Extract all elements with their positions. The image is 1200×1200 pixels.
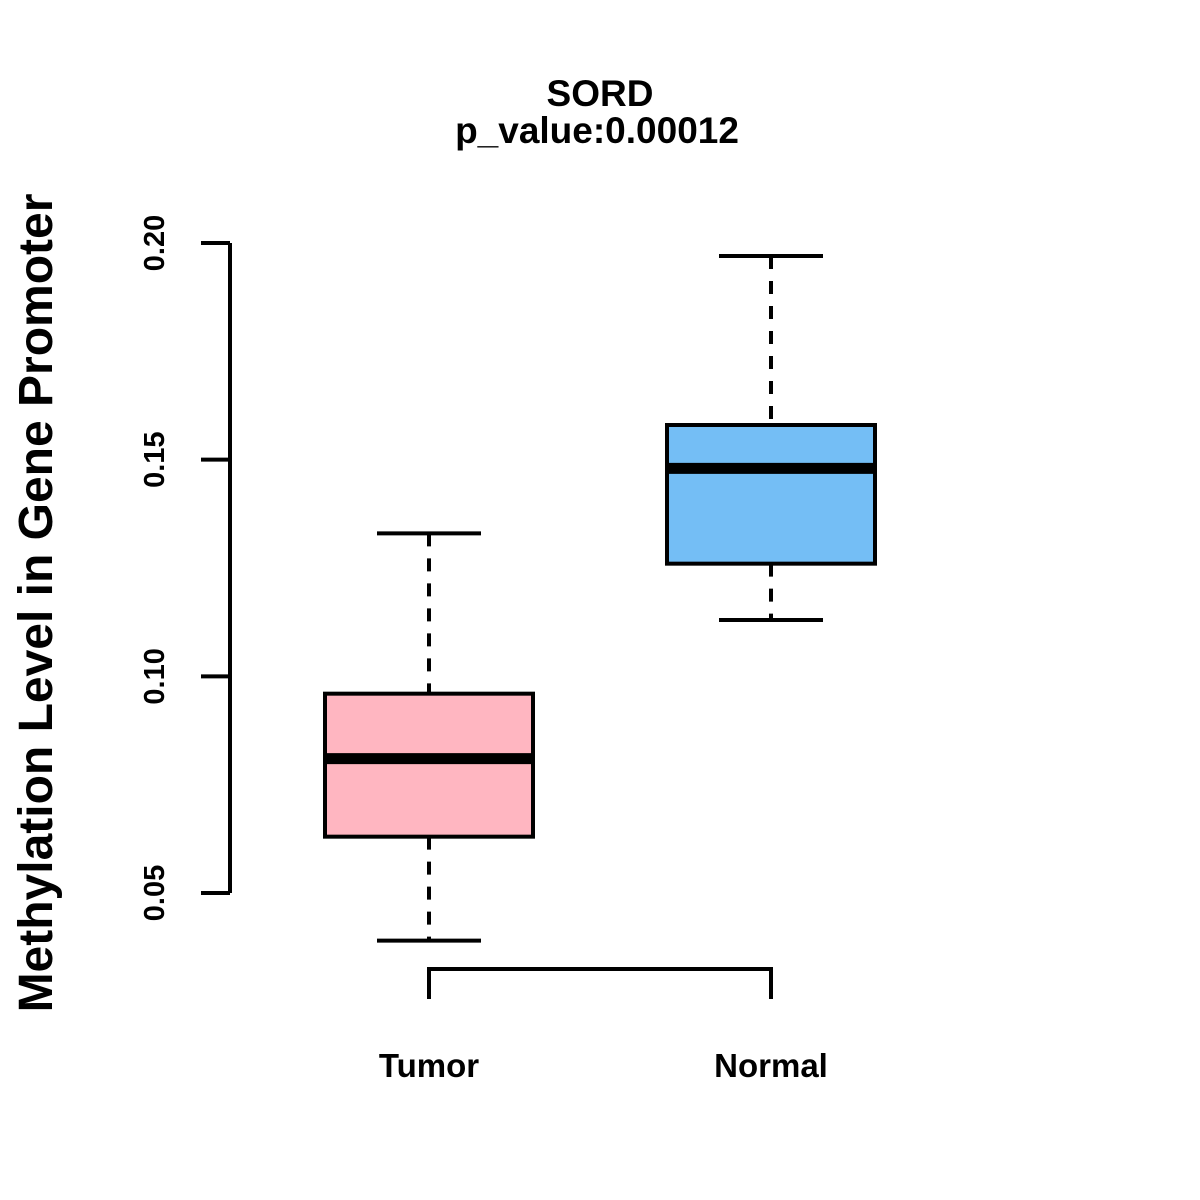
box-normal — [665, 423, 877, 566]
y-axis-label: Methylation Level in Gene Promoter — [10, 194, 63, 1013]
chart-subtitle: p_value:0.00012 — [455, 110, 739, 151]
y-tick-label: 0.15 — [139, 431, 171, 487]
x-tick-label-tumor: Tumor — [379, 1047, 479, 1084]
y-tick-label: 0.05 — [139, 865, 171, 921]
box-tumor — [323, 691, 535, 839]
chart-title: SORD — [547, 73, 654, 114]
x-tick-label-normal: Normal — [714, 1047, 828, 1084]
y-tick-label: 0.10 — [139, 648, 171, 704]
y-tick-label: 0.20 — [139, 215, 171, 271]
x-axis-bracket — [427, 967, 773, 999]
plot-area: 0.05 0.10 0.15 0.20 — [139, 215, 877, 999]
